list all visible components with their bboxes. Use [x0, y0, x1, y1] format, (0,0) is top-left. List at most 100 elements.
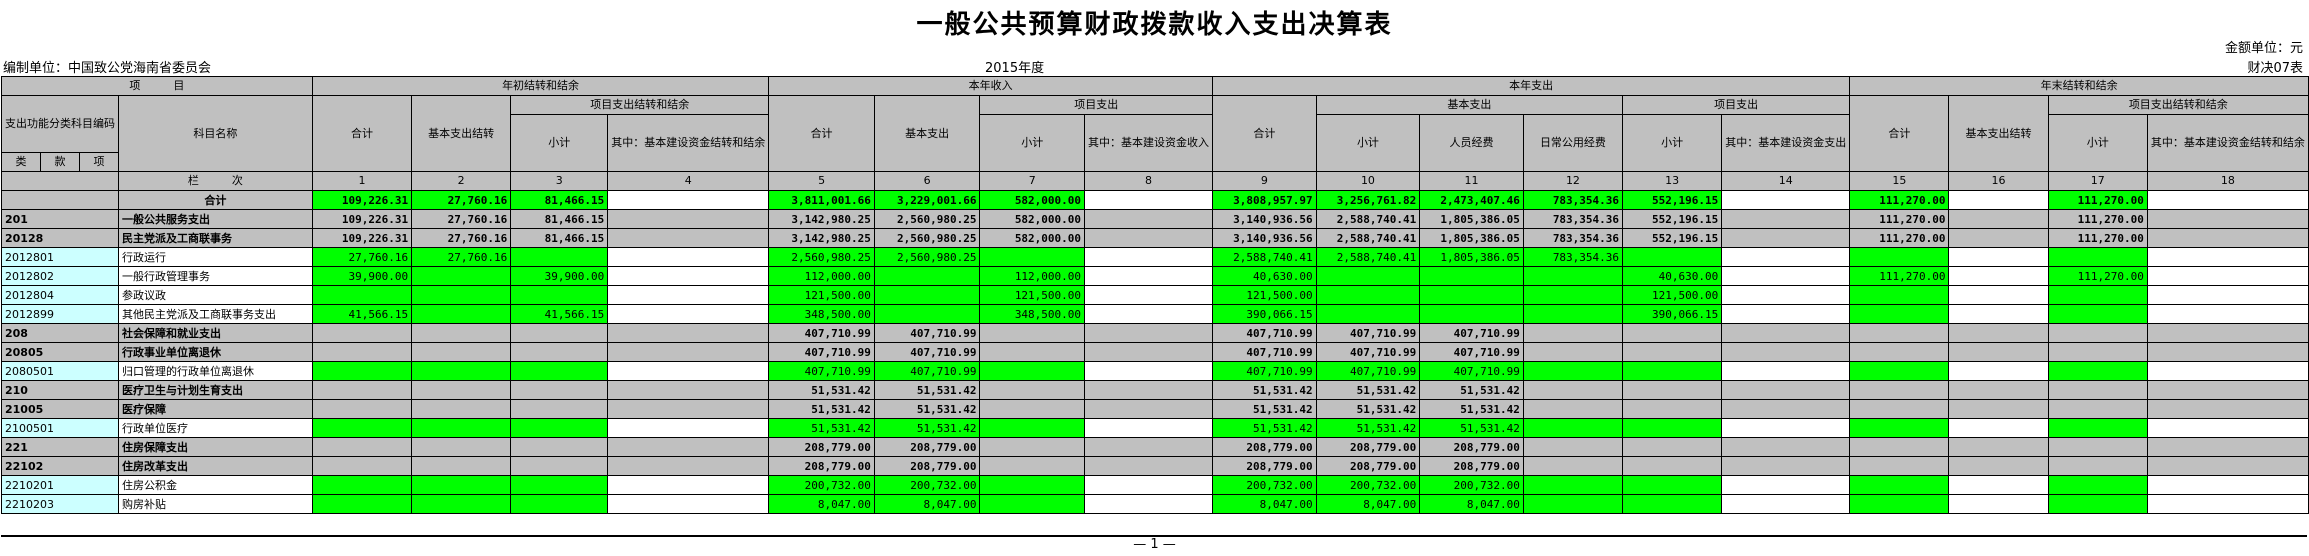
cell-col-9: 40,630.00 — [1212, 266, 1317, 286]
cell-col-13 — [1622, 380, 1723, 400]
cell-col-2 — [411, 304, 512, 324]
cell-col-10: 51,531.42 — [1315, 418, 1421, 438]
row-code: 20805 — [1, 342, 119, 362]
cell-col-5: 3,142,980.25 — [768, 209, 875, 229]
cell-col-5: 51,531.42 — [768, 380, 875, 400]
cell-col-10: 407,710.99 — [1315, 361, 1421, 381]
cell-col-16 — [1948, 399, 2049, 419]
cell-col-7 — [979, 494, 1086, 514]
row-name: 住房改革支出 — [118, 456, 313, 476]
header-row-2: 支出功能分类科目编码 科目名称 合计 基本支出结转 项目支出结转和结余 合计 基… — [1, 95, 2309, 172]
row-code: 2210203 — [1, 494, 119, 514]
cell-col-16 — [1948, 456, 2049, 476]
page-marker: — 1 — — [1133, 537, 1176, 552]
cell-col-5: 51,531.42 — [768, 418, 875, 438]
cell-col-14 — [1721, 418, 1851, 438]
cell-col-1: 109,226.31 — [311, 209, 413, 229]
cell-col-14 — [1721, 209, 1851, 229]
cell-col-2 — [411, 323, 512, 343]
cell-col-2 — [411, 285, 512, 305]
cell-col-3 — [510, 399, 609, 419]
cell-col-16 — [1948, 361, 2049, 381]
row-code: 21005 — [1, 399, 119, 419]
header-row-5: 类 款 项 — [1, 152, 2309, 172]
table-row: 20128 民主党派及工商联事务 109,226.31 27,760.16 81,466… — [1, 228, 2309, 248]
header-current-income: 本年收入 — [768, 76, 1214, 96]
cell-col-9: 2,588,740.41 — [1212, 247, 1317, 267]
cell-col-2 — [411, 361, 512, 381]
cell-col-15 — [1849, 494, 1950, 514]
cell-col-18 — [2146, 209, 2309, 229]
row-name: 行政事业单位离退休 — [118, 342, 313, 362]
cell-col-2 — [411, 437, 512, 457]
cell-col-3 — [510, 285, 609, 305]
cell-col-1: 109,226.31 — [311, 190, 413, 210]
cell-col-18 — [2146, 304, 2309, 324]
cell-col-1: 39,900.00 — [311, 266, 413, 286]
cell-col-17: 111,270.00 — [2047, 190, 2148, 210]
cell-col-14 — [1721, 437, 1851, 457]
cell-col-15 — [1849, 475, 1950, 495]
cell-col-5: 407,710.99 — [768, 361, 875, 381]
cell-col-8 — [1084, 342, 1214, 362]
header-current-expense: 本年支出 — [1212, 76, 1851, 96]
row-code: 2100501 — [1, 418, 119, 438]
cell-col-12: 783,354.36 — [1522, 209, 1624, 229]
cell-col-7 — [979, 380, 1086, 400]
cell-col-7 — [979, 456, 1086, 476]
cell-col-9: 200,732.00 — [1212, 475, 1317, 495]
row-code: 22102 — [1, 456, 119, 476]
header-item-name: 科目名称 — [118, 95, 313, 172]
row-code: 208 — [1, 323, 119, 343]
header-expense-total: 合计 — [1212, 95, 1317, 172]
cell-col-13 — [1622, 247, 1723, 267]
cell-col-11 — [1419, 285, 1524, 305]
cell-col-10 — [1315, 304, 1421, 324]
cell-col-6: 8,047.00 — [873, 494, 981, 514]
cell-col-9: 51,531.42 — [1212, 380, 1317, 400]
cell-col-15 — [1849, 437, 1950, 457]
cell-col-17 — [2047, 418, 2148, 438]
header-start-project: 项目支出结转和结余 — [510, 95, 770, 115]
cell-col-11: 51,531.42 — [1419, 399, 1524, 419]
cell-col-15 — [1849, 380, 1950, 400]
cell-col-13 — [1622, 475, 1723, 495]
cell-col-1 — [311, 437, 413, 457]
column-number: 16 — [1948, 171, 2049, 191]
cell-col-11 — [1419, 266, 1524, 286]
cell-col-18 — [2146, 190, 2309, 210]
cell-col-5: 51,531.42 — [768, 399, 875, 419]
row-code: 20128 — [1, 228, 119, 248]
cell-col-18 — [2146, 266, 2309, 286]
cell-col-11: 407,710.99 — [1419, 361, 1524, 381]
cell-col-7: 348,500.00 — [979, 304, 1086, 324]
cell-col-7 — [979, 247, 1086, 267]
cell-col-18 — [2146, 494, 2309, 514]
cell-col-8 — [1084, 247, 1214, 267]
cell-col-16 — [1948, 266, 2049, 286]
cell-col-12 — [1522, 342, 1624, 362]
cell-col-5: 348,500.00 — [768, 304, 875, 324]
cell-col-5: 8,047.00 — [768, 494, 875, 514]
cell-col-15 — [1849, 342, 1950, 362]
cell-col-14 — [1721, 285, 1851, 305]
cell-col-7 — [979, 342, 1086, 362]
cell-col-13 — [1622, 418, 1723, 438]
cell-col-10: 51,531.42 — [1315, 399, 1421, 419]
column-number: 4 — [607, 171, 770, 191]
cell-col-7 — [979, 437, 1086, 457]
cell-col-3: 41,566.15 — [510, 304, 609, 324]
cell-col-17 — [2047, 323, 2148, 343]
cell-col-6 — [873, 266, 981, 286]
row-code: 2080501 — [1, 361, 119, 381]
cell-col-9: 3,140,936.56 — [1212, 209, 1317, 229]
cell-col-12 — [1522, 285, 1624, 305]
row-name: 社会保障和就业支出 — [118, 323, 313, 343]
cell-col-10 — [1315, 285, 1421, 305]
table-row: 21005 医疗保障 51,531.42 51,531.42 51,531.42 51,5… — [1, 399, 2309, 419]
cell-col-6: 51,531.42 — [873, 380, 981, 400]
column-number: 1 — [311, 171, 413, 191]
cell-col-15 — [1849, 285, 1950, 305]
cell-col-15 — [1849, 399, 1950, 419]
cell-col-2 — [411, 342, 512, 362]
